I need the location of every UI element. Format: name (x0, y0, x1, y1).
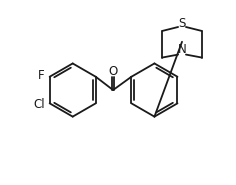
Text: Cl: Cl (33, 98, 45, 111)
Text: S: S (178, 17, 186, 30)
Text: N: N (178, 43, 186, 56)
Text: F: F (38, 69, 44, 82)
Text: O: O (109, 65, 118, 78)
